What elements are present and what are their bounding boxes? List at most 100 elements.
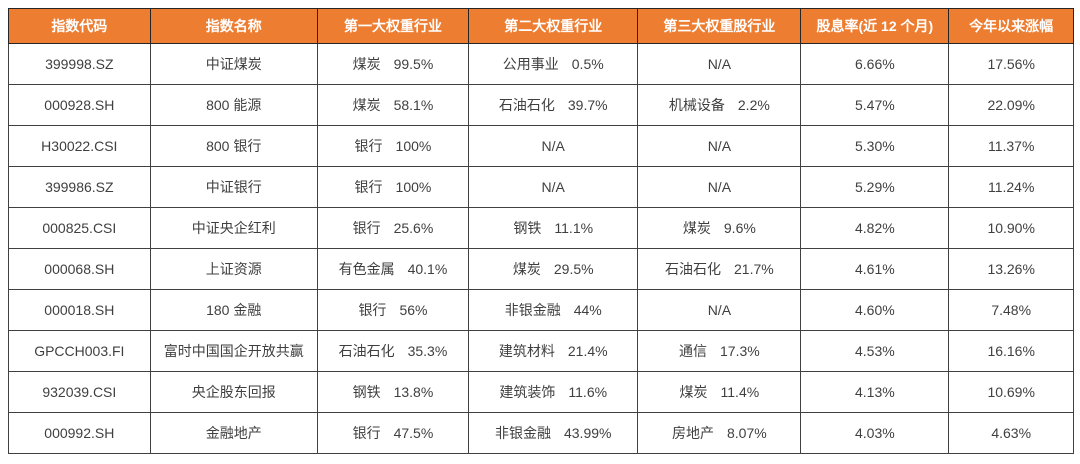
cell-index-name: 中证煤炭 (149, 43, 318, 85)
cell-index-code: 399998.SZ (8, 43, 151, 85)
industry-name: 非银金融 (504, 302, 561, 318)
cell-top2-industry: 煤炭 29.5% (468, 248, 639, 290)
cell-ytd-change: 11.24% (948, 166, 1074, 208)
industry-name: 煤炭 (679, 384, 708, 400)
cell-top3-industry: 煤炭 11.4% (637, 371, 802, 413)
industry-name: N/A (541, 138, 565, 154)
table-row: 000068.SH 上证资源 有色金属 40.1% 煤炭 29.5% 石油石化 21.… (8, 248, 1074, 290)
cell-top2-industry: N/A (468, 125, 639, 167)
cell-top3-industry: N/A (637, 125, 802, 167)
cell-top3-industry: 机械设备 2.2% (637, 84, 802, 126)
industry-weight: 56% (399, 302, 428, 318)
industry-weight: 11.6% (568, 384, 608, 400)
cell-top3-industry: N/A (637, 289, 802, 331)
cell-index-code: 000018.SH (8, 289, 151, 331)
cell-ytd-change: 22.09% (948, 84, 1074, 126)
cell-ytd-change: 10.90% (948, 207, 1074, 249)
cell-top3-industry: 通信 17.3% (637, 330, 802, 372)
cell-index-code: 932039.CSI (8, 371, 151, 413)
industry-name: 房地产 (672, 425, 714, 441)
industry-name: N/A (541, 179, 565, 195)
industry-name: 煤炭 (352, 56, 381, 72)
column-header-top2-industry: 第二大权重行业 (468, 8, 639, 44)
cell-top3-industry: 房地产 8.07% (637, 412, 802, 454)
cell-dividend-yield: 4.53% (800, 330, 950, 372)
industry-weight: 21.7% (734, 261, 774, 277)
industry-name: 建筑装饰 (499, 384, 556, 400)
industry-weight: 100% (395, 179, 432, 195)
industry-weight: 99.5% (393, 56, 434, 72)
cell-index-code: 000992.SH (8, 412, 151, 454)
table-row: H30022.CSI 800 银行 银行 100% N/A N/A 5.30% 1… (8, 125, 1074, 167)
industry-weight: 9.6% (723, 220, 756, 236)
cell-index-name: 800 银行 (149, 125, 318, 167)
cell-top1-industry: 煤炭 58.1% (316, 84, 470, 126)
cell-index-name: 央企股东回报 (149, 371, 318, 413)
industry-weight: 58.1% (393, 97, 434, 113)
industry-name: 石油石化 (338, 343, 395, 359)
industry-weight: 0.5% (571, 56, 604, 72)
industry-name: 公用事业 (502, 56, 559, 72)
industry-name: 银行 (354, 179, 383, 195)
industry-weight: 13.8% (393, 384, 434, 400)
industry-name: N/A (707, 56, 732, 72)
table-row: 000825.CSI 中证央企红利 银行 25.6% 钢铁 11.1% 煤炭 9.6%… (8, 207, 1074, 249)
column-header-dividend-yield: 股息率(近 12 个月) (800, 8, 950, 44)
cell-dividend-yield: 4.03% (800, 412, 950, 454)
cell-index-code: 000825.CSI (8, 207, 151, 249)
table-row: 000992.SH 金融地产 银行 47.5% 非银金融 43.99% 房地产 8.0… (8, 412, 1074, 454)
industry-weight: 43.99% (563, 425, 612, 441)
cell-index-code: 000068.SH (8, 248, 151, 290)
industry-weight: 29.5% (553, 261, 594, 277)
cell-index-name: 800 能源 (149, 84, 318, 126)
industry-name: 非银金融 (494, 425, 551, 441)
industry-name: 银行 (352, 425, 381, 441)
cell-top3-industry: 煤炭 9.6% (637, 207, 802, 249)
industry-name: 机械设备 (668, 97, 725, 113)
cell-top1-industry: 钢铁 13.8% (316, 371, 470, 413)
industry-weight: 25.6% (393, 220, 434, 236)
cell-top3-industry: 石油石化 21.7% (637, 248, 802, 290)
cell-top2-industry: 非银金融 44% (468, 289, 639, 331)
cell-index-name: 金融地产 (149, 412, 318, 454)
industry-name: N/A (707, 302, 732, 318)
table-row: 399986.SZ 中证银行 银行 100% N/A N/A 5.29% 11.2… (8, 166, 1074, 208)
cell-ytd-change: 7.48% (948, 289, 1074, 331)
cell-dividend-yield: 5.30% (800, 125, 950, 167)
table-header-row: 指数代码 指数名称 第一大权重行业 第二大权重行业 第三大权重股行业 股息率(近… (8, 8, 1074, 44)
cell-top1-industry: 煤炭 99.5% (316, 43, 470, 85)
cell-top2-industry: 钢铁 11.1% (468, 207, 639, 249)
cell-top1-industry: 银行 47.5% (316, 412, 470, 454)
column-header-index-code: 指数代码 (8, 8, 151, 44)
cell-top1-industry: 银行 25.6% (316, 207, 470, 249)
cell-top3-industry: N/A (637, 166, 802, 208)
cell-index-name: 180 金融 (149, 289, 318, 331)
column-header-index-name: 指数名称 (149, 8, 318, 44)
cell-top1-industry: 石油石化 35.3% (316, 330, 470, 372)
cell-top2-industry: 非银金融 43.99% (468, 412, 639, 454)
industry-name: N/A (707, 179, 732, 195)
cell-top3-industry: N/A (637, 43, 802, 85)
industry-name: 石油石化 (665, 261, 721, 277)
industry-weight: 11.4% (720, 384, 760, 400)
industry-name: 银行 (354, 138, 383, 154)
industry-weight: 17.3% (720, 343, 760, 359)
industry-weight: 2.2% (737, 97, 770, 113)
industry-weight: 35.3% (407, 343, 448, 359)
cell-ytd-change: 17.56% (948, 43, 1074, 85)
cell-dividend-yield: 5.47% (800, 84, 950, 126)
industry-name: 银行 (358, 302, 387, 318)
cell-ytd-change: 13.26% (948, 248, 1074, 290)
cell-index-name: 上证资源 (149, 248, 318, 290)
industry-name: 银行 (352, 220, 381, 236)
industry-weight: 11.1% (554, 220, 594, 236)
table-row: 000928.SH 800 能源 煤炭 58.1% 石油石化 39.7% 机械设备 2… (8, 84, 1074, 126)
table-header: 指数代码 指数名称 第一大权重行业 第二大权重行业 第三大权重股行业 股息率(近… (8, 8, 1074, 44)
industry-name: 煤炭 (682, 220, 711, 236)
industry-weight: 40.1% (407, 261, 448, 277)
cell-index-name: 中证银行 (149, 166, 318, 208)
cell-top1-industry: 银行 100% (316, 125, 470, 167)
industry-name: 通信 (679, 343, 707, 359)
cell-index-name: 中证央企红利 (149, 207, 318, 249)
